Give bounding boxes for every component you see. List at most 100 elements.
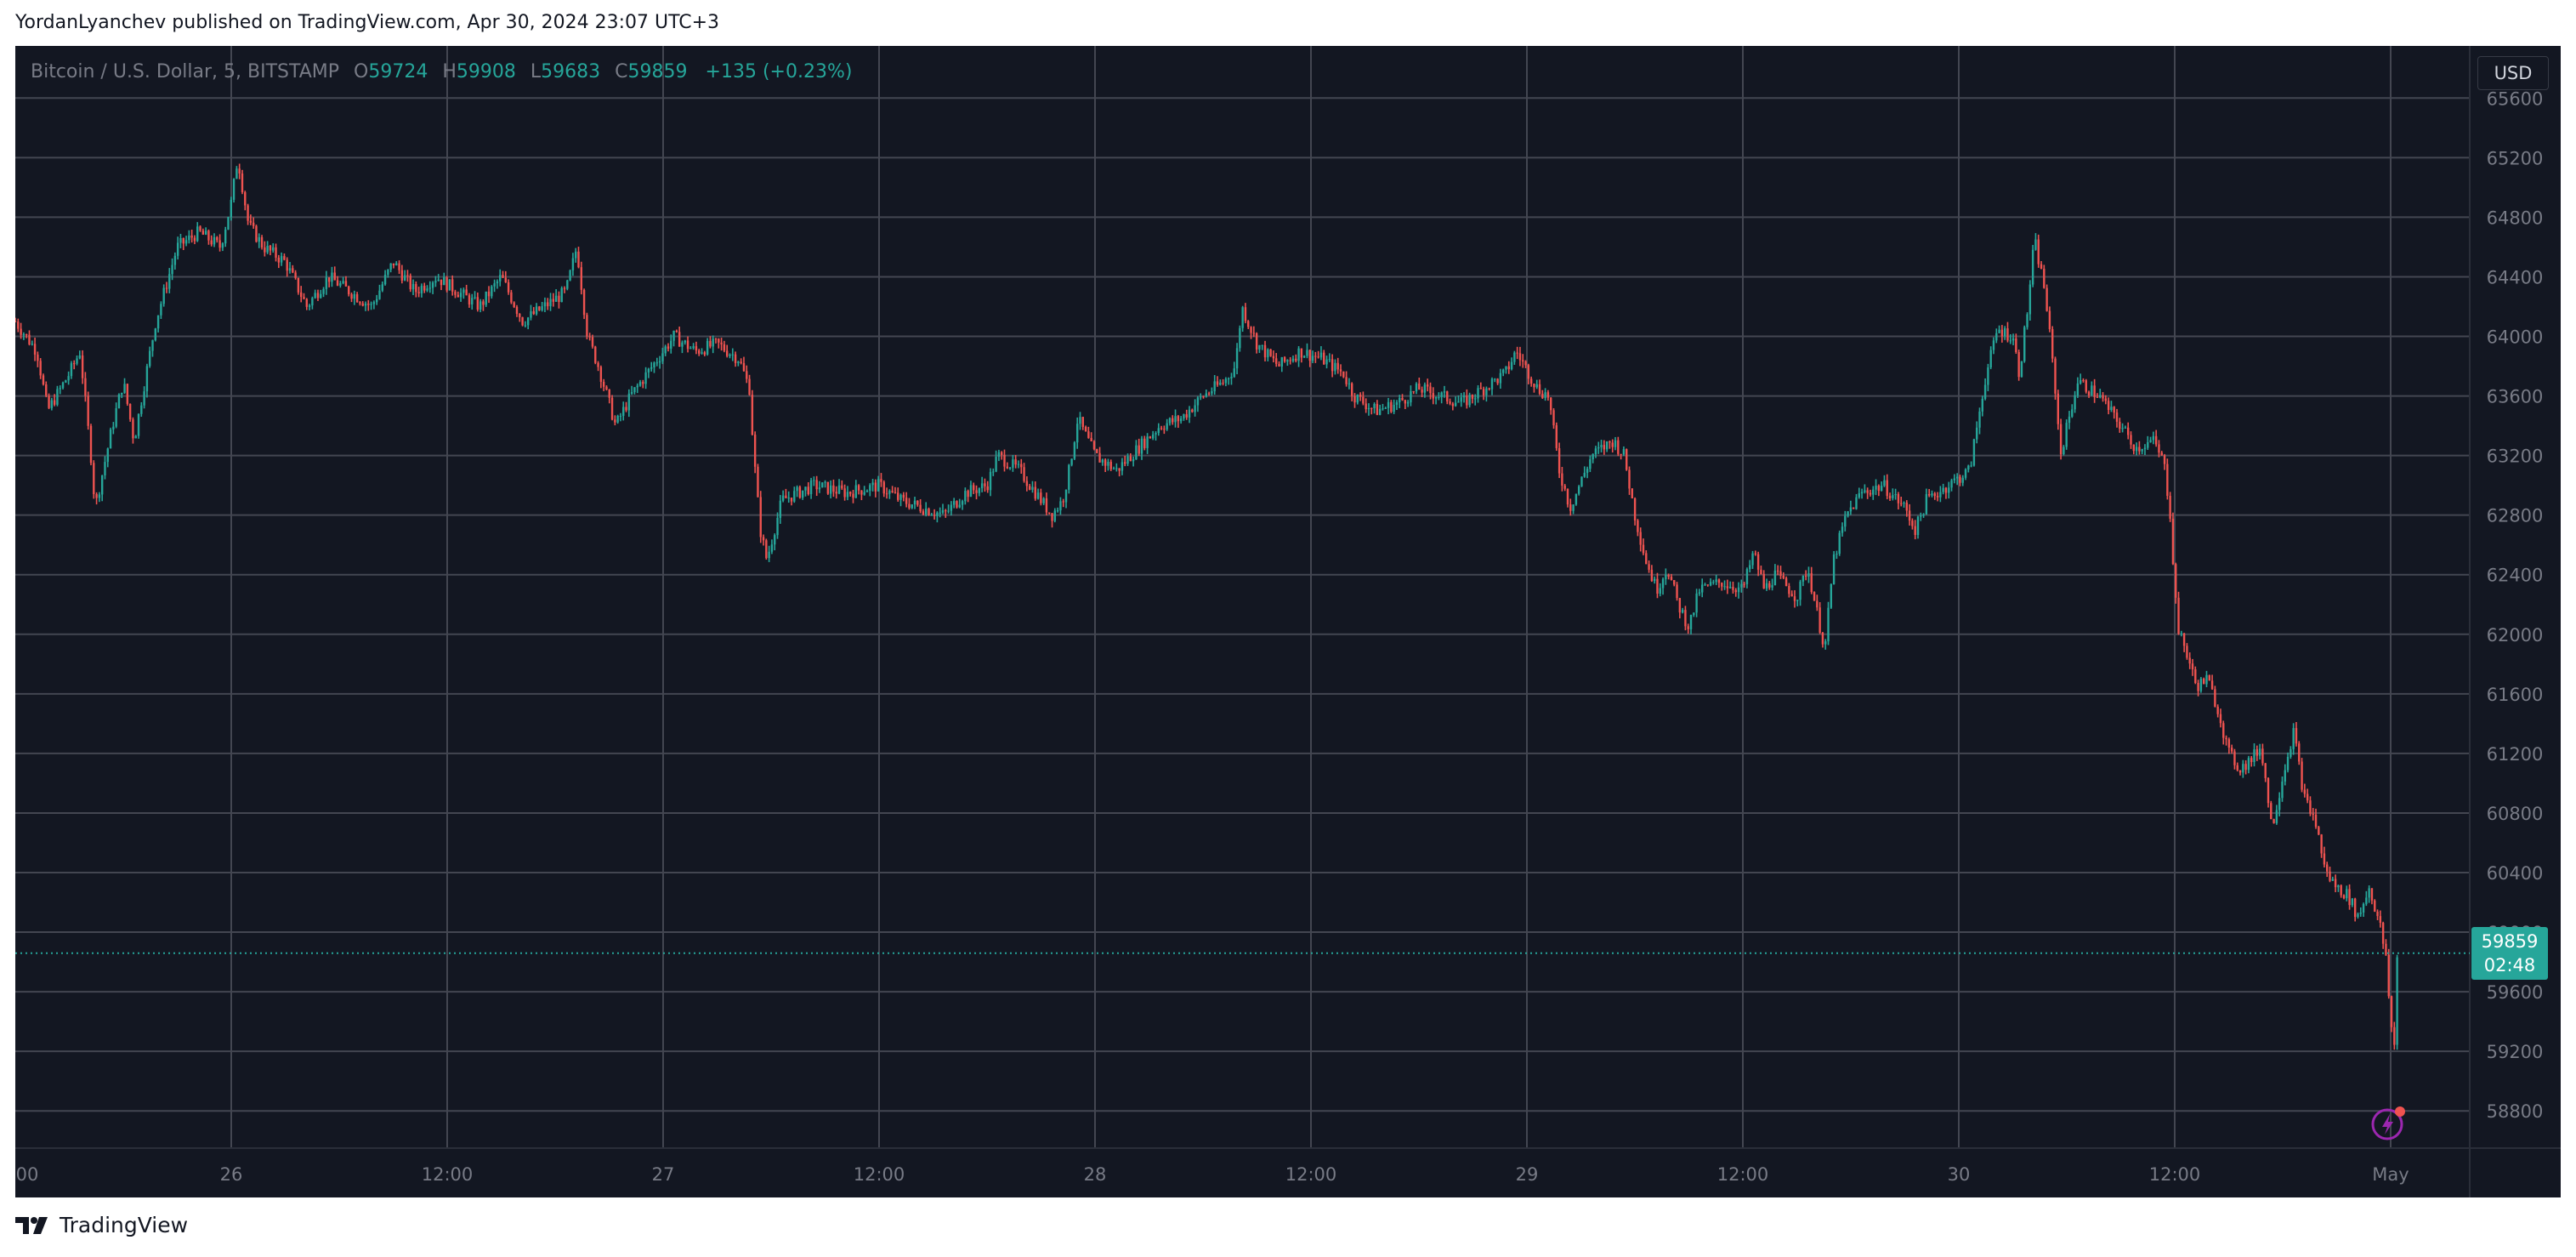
candle — [1438, 396, 1440, 398]
candle — [1631, 488, 1634, 499]
candle — [1382, 408, 1384, 410]
footer-brand[interactable]: TradingView — [15, 1213, 188, 1237]
candle — [355, 293, 359, 303]
candle — [2000, 329, 2004, 337]
candle — [73, 363, 76, 365]
candle — [818, 487, 821, 490]
candle — [1858, 493, 1860, 498]
candle — [558, 295, 560, 303]
candle — [491, 286, 493, 297]
candle — [594, 346, 597, 363]
candle — [1594, 448, 1597, 455]
candle — [2216, 706, 2219, 714]
candle — [1466, 395, 1468, 406]
candle — [2102, 395, 2104, 399]
candle — [2045, 287, 2048, 311]
time-tick-label: 12:00 — [1717, 1164, 1769, 1185]
candle — [1168, 418, 1172, 424]
candle — [1028, 486, 1031, 490]
candle — [1490, 378, 1494, 390]
candle — [2182, 633, 2186, 646]
candle — [1406, 402, 1410, 404]
time-tick-label: 00 — [16, 1164, 39, 1185]
candle — [1135, 445, 1138, 460]
candle — [1645, 553, 1648, 565]
change-value: +135 (+0.23%) — [705, 61, 853, 82]
candlestick-chart[interactable]: 5880059200596006000060400608006120061600… — [15, 46, 2561, 1197]
candle — [2250, 758, 2253, 762]
candle — [316, 293, 320, 299]
candle — [1423, 384, 1427, 393]
candle — [1911, 520, 1914, 526]
candle — [1698, 592, 1701, 594]
candle — [1034, 486, 1036, 499]
candle — [1079, 417, 1081, 424]
candle — [1485, 388, 1488, 395]
candle — [1760, 569, 1762, 574]
candle — [2348, 889, 2351, 906]
candle — [1247, 321, 1250, 327]
candle — [863, 492, 865, 495]
candle — [616, 415, 619, 423]
candle — [59, 388, 61, 390]
chart-panel[interactable]: 5880059200596006000060400608006120061600… — [15, 46, 2561, 1197]
currency-unit-button[interactable]: USD — [2477, 56, 2549, 90]
candle — [798, 486, 802, 498]
candle — [913, 500, 916, 505]
candle — [1628, 469, 1631, 489]
candle — [112, 426, 115, 429]
candle — [774, 535, 776, 545]
candle — [1496, 378, 1499, 384]
candle — [1989, 350, 1992, 368]
candle — [1855, 497, 1858, 509]
candle — [2099, 395, 2102, 398]
candle — [70, 363, 73, 377]
candle — [361, 303, 364, 306]
candle — [2264, 763, 2267, 778]
candle — [33, 344, 37, 355]
candle — [841, 485, 843, 489]
candle — [1261, 344, 1263, 346]
candle — [1311, 355, 1314, 361]
candle — [2158, 444, 2160, 453]
candle — [1712, 582, 1715, 583]
candle — [275, 247, 277, 258]
candle — [1709, 582, 1712, 586]
candle — [109, 429, 112, 449]
candle — [1860, 492, 1864, 494]
candle — [882, 481, 885, 494]
candle — [1241, 307, 1244, 328]
candle — [20, 328, 22, 335]
candle — [1900, 503, 1903, 504]
lightning-bolt-icon[interactable] — [2370, 1104, 2408, 1141]
candle — [642, 382, 644, 384]
candle — [510, 292, 513, 303]
time-tick-label: May — [2372, 1164, 2409, 1185]
candle — [1959, 476, 1961, 483]
candle — [2272, 819, 2275, 823]
candle — [1955, 476, 1959, 479]
candle — [117, 394, 121, 409]
candle — [143, 391, 145, 406]
candle — [383, 275, 387, 285]
candle — [1451, 403, 1455, 407]
candle — [877, 479, 880, 492]
candle — [1987, 367, 1989, 385]
candle — [2124, 427, 2127, 429]
candle — [2261, 748, 2264, 764]
candle — [140, 405, 143, 414]
candle — [765, 540, 768, 559]
candle — [530, 311, 532, 318]
candle — [1395, 402, 1399, 406]
candle — [984, 483, 986, 486]
candle — [2225, 737, 2227, 740]
candle — [1832, 554, 1836, 584]
candle — [1283, 357, 1286, 362]
candle — [249, 220, 252, 223]
candle — [1227, 378, 1230, 379]
candle — [644, 372, 647, 384]
candle — [1345, 377, 1348, 384]
candle — [213, 236, 216, 245]
candle — [1107, 462, 1109, 466]
candle — [1505, 366, 1507, 370]
